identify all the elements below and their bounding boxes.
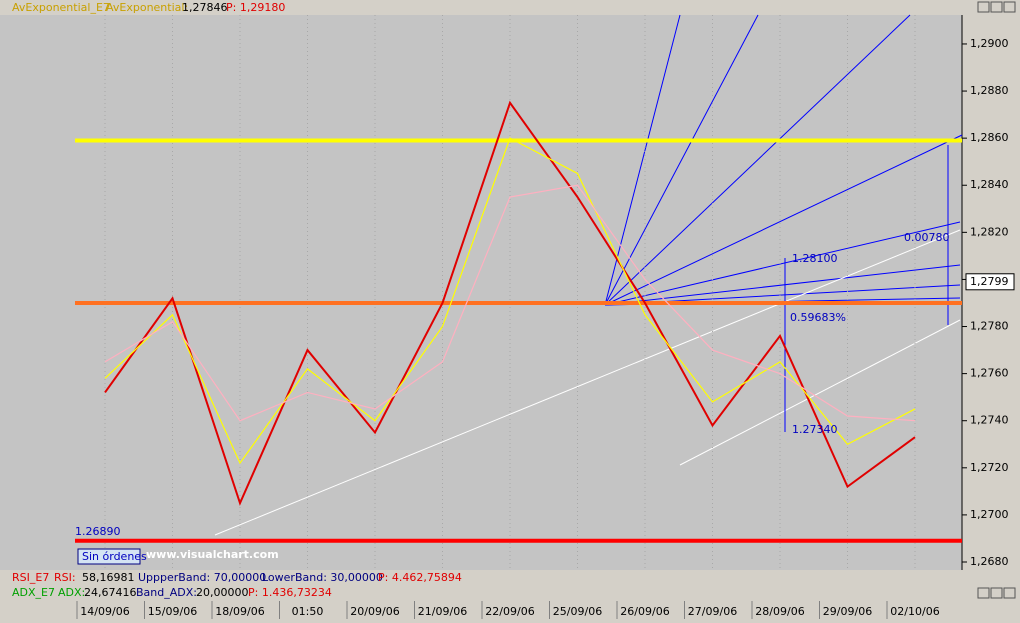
x-tick-label: 26/09/06 — [620, 605, 669, 618]
trend-line — [214, 229, 961, 536]
date-axis — [0, 601, 1020, 619]
indicator-text: 1,27846 — [182, 1, 228, 14]
indicator-text: RSI_E7 — [12, 571, 49, 584]
trend-line — [679, 319, 961, 466]
y-tick-label: 1,2880 — [970, 84, 1009, 97]
indicator-text: AvExponential_E7 — [12, 1, 110, 14]
x-tick-label: 28/09/06 — [755, 605, 804, 618]
indicator-text: 24,67416 — [84, 586, 137, 599]
fan-line — [604, 221, 961, 306]
x-tick-label: 27/09/06 — [688, 605, 737, 618]
fan-line — [604, 264, 961, 306]
last-price-label: 1,2799 — [970, 275, 1009, 288]
indicator-text: RSI: — [54, 571, 76, 584]
y-tick-label: 1,2820 — [970, 225, 1009, 238]
y-tick-label: 1,2780 — [970, 320, 1009, 333]
close[interactable] — [1003, 587, 1016, 599]
annotation: 1.26890 — [75, 525, 121, 538]
restore[interactable] — [990, 587, 1003, 599]
fan-line — [604, 14, 759, 306]
restore[interactable] — [977, 587, 990, 599]
x-tick-label: 20/09/06 — [350, 605, 399, 618]
price-line — [104, 137, 916, 465]
indicator-text: UppperBand: 70,00000 — [138, 571, 266, 584]
annotation: www.visualchart.com — [146, 548, 279, 561]
x-tick-label: 25/09/06 — [553, 605, 602, 618]
window-buttons[interactable] — [977, 1, 1016, 599]
close[interactable] — [1003, 1, 1016, 13]
x-tick-label: 22/09/06 — [485, 605, 534, 618]
x-tick-label: 02/10/06 — [890, 605, 939, 618]
last-price-box — [965, 273, 1015, 291]
indicator-text: ADX: — [58, 586, 85, 599]
indicator-text: LowerBand: 30,00000 — [262, 571, 383, 584]
rsi-bar — [0, 571, 1020, 585]
annotation: 1.28100 — [792, 252, 838, 265]
indicator-text: AvExponential: — [106, 1, 188, 14]
x-tick-label: 18/09/06 — [215, 605, 264, 618]
indicator-text: ADX_E7 — [12, 586, 55, 599]
y-tick-label: 1,2760 — [970, 367, 1009, 380]
indicator-text: 20,00000 — [196, 586, 249, 599]
annotation: 0.59683% — [790, 311, 846, 324]
y-tick-label: 1,2840 — [970, 178, 1009, 191]
header-bar — [0, 0, 1020, 15]
x-tick-label: 14/09/06 — [80, 605, 129, 618]
price-line — [104, 100, 916, 506]
plot-area — [0, 15, 962, 570]
drawing-tools — [214, 14, 963, 536]
fan-line — [604, 14, 911, 306]
y-tick-label: 1,2860 — [970, 131, 1009, 144]
y-tick-label: 1,2680 — [970, 555, 1009, 568]
indicator-text: P: 1,29180 — [226, 1, 285, 14]
annotation: 1.27340 — [792, 423, 838, 436]
x-tick-label: 21/09/06 — [418, 605, 467, 618]
annotation: 0.00780 — [904, 231, 950, 244]
fan-line — [604, 134, 963, 306]
price-axis — [962, 15, 1020, 570]
x-tick-label: 29/09/06 — [823, 605, 872, 618]
adx-bar — [0, 586, 1020, 600]
restore[interactable] — [990, 1, 1003, 13]
x-tick-label: 01:50 — [292, 605, 324, 618]
y-tick-label: 1,2740 — [970, 414, 1009, 427]
indicator-text: 58,16981 — [82, 571, 135, 584]
indicator-text: P: 4.462,75894 — [378, 571, 462, 584]
indicator-text: Band_ADX: — [136, 586, 197, 599]
annotation: Sin órdenes — [82, 550, 147, 563]
price-line — [104, 184, 916, 422]
y-tick-label: 1,2700 — [970, 508, 1009, 521]
orders-box — [77, 548, 141, 565]
y-tick-label: 1,2900 — [970, 37, 1009, 50]
minimize[interactable] — [977, 1, 990, 13]
indicator-text: P: 1.436,73234 — [248, 586, 332, 599]
y-tick-label: 1,2720 — [970, 461, 1009, 474]
x-tick-label: 15/09/06 — [148, 605, 197, 618]
